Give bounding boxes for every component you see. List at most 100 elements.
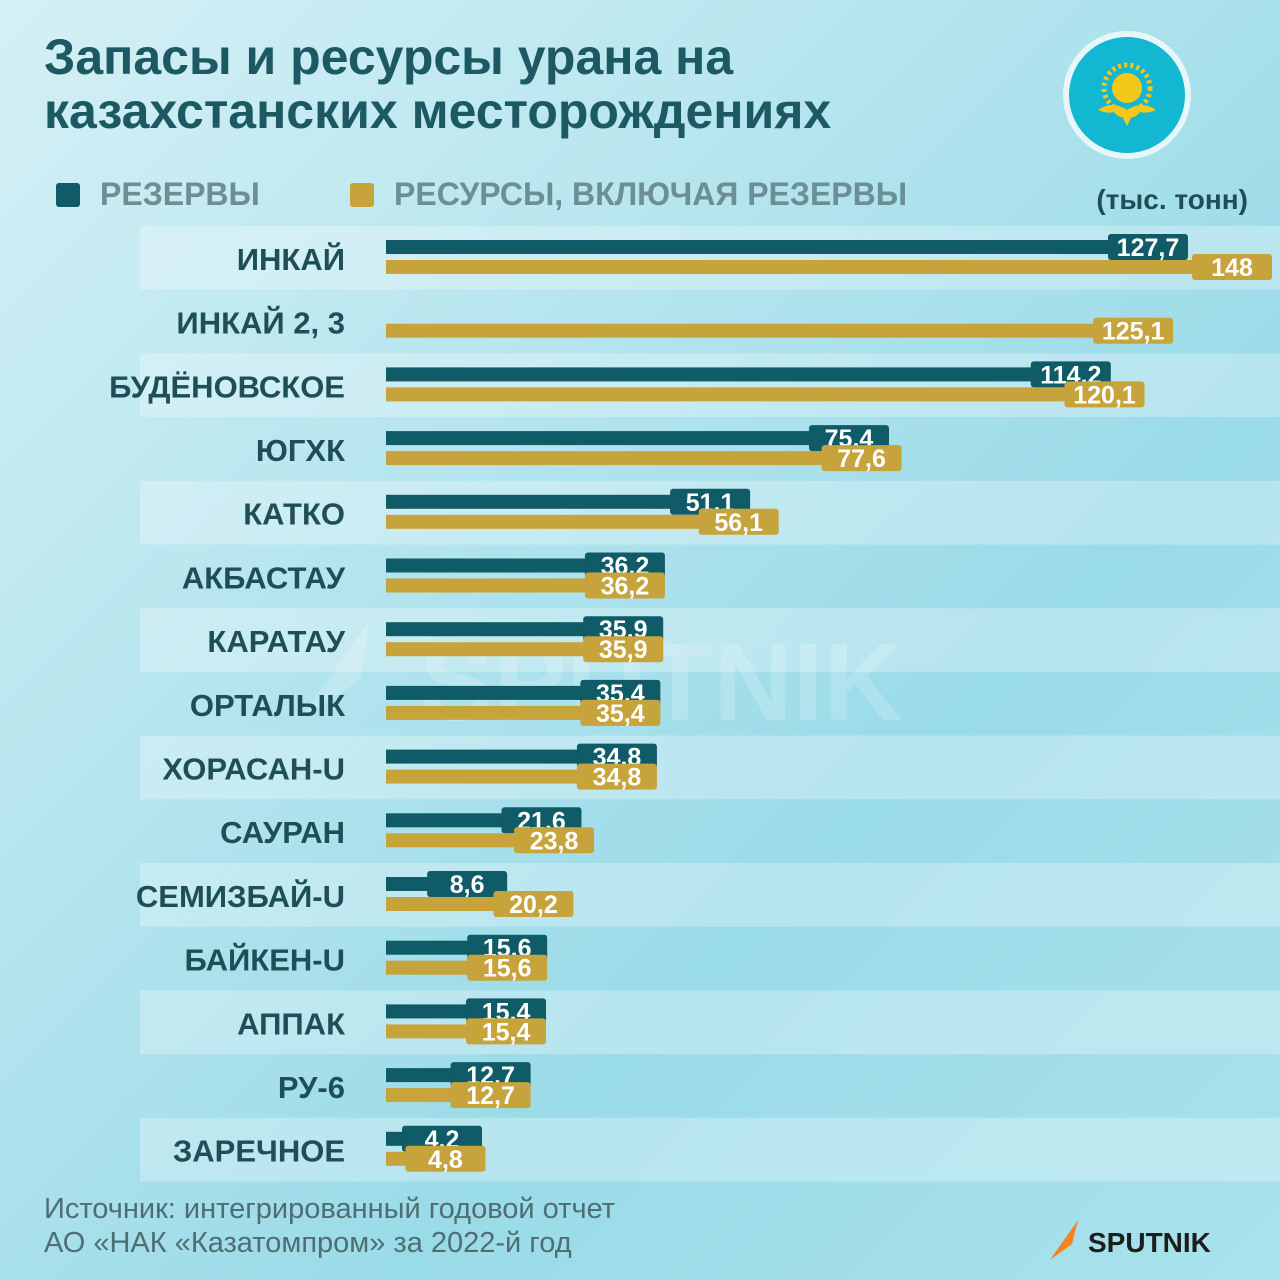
reserves-bar — [386, 1068, 459, 1083]
source-line-2: АО «НАК «Казатомпром» за 2022-й год — [44, 1227, 572, 1259]
row-stripe — [140, 226, 1280, 290]
source-note: Источник: интегрированный годовой отчет … — [44, 1192, 615, 1260]
resources-bar — [386, 578, 593, 593]
row-stripe — [140, 863, 1280, 927]
title-line-1: Запасы и ресурсы урана на — [44, 29, 734, 85]
reserves-value-box — [583, 616, 664, 643]
reserves-bar — [386, 877, 436, 891]
resources-value-label: 34,8 — [593, 764, 642, 792]
reserves-bar — [386, 558, 593, 573]
resources-value-label: 125,1 — [1102, 318, 1165, 346]
resources-value-label: 77,6 — [837, 445, 886, 473]
reserves-value-box — [809, 425, 890, 452]
category-label: АКБАСТАУ — [182, 560, 346, 595]
reserves-value-box — [467, 934, 548, 961]
category-label: ХОРАСАН-U — [162, 751, 345, 786]
resources-value-label: 15,4 — [482, 1018, 531, 1046]
resources-value-label: 15,6 — [483, 955, 532, 983]
category-label: ЗАРЕЧНОЕ — [173, 1134, 345, 1169]
resources-value-label: 35,4 — [596, 700, 645, 728]
category-label: КАТКО — [243, 497, 345, 532]
reserves-value-box — [501, 807, 582, 834]
row-stripe — [140, 608, 1280, 672]
resources-value-box — [466, 1018, 547, 1045]
resources-value-label: 36,2 — [601, 573, 650, 601]
resources-value-box — [580, 699, 661, 726]
legend-resources-swatch — [350, 182, 374, 207]
reserves-value-box — [466, 998, 547, 1025]
reserves-value-box — [584, 552, 665, 579]
resources-bar — [386, 387, 1073, 402]
sputnik-logo: SPUTNIK — [1050, 1220, 1211, 1260]
reserves-bar — [386, 749, 585, 764]
reserves-bar — [386, 940, 476, 955]
resources-bar — [386, 451, 830, 466]
resources-value-box — [493, 891, 574, 917]
resources-value-box — [467, 954, 548, 981]
category-label: КАРАТАУ — [207, 624, 345, 659]
resources-value-box — [698, 508, 779, 535]
category-label: ИНКАЙ 2, 3 — [176, 305, 345, 341]
resources-value-box — [576, 763, 657, 790]
resources-bar — [386, 642, 592, 657]
unit-label: (тыс. тонн) — [1096, 184, 1248, 215]
resources-value-label: 20,2 — [509, 891, 558, 919]
resources-value-label: 120,1 — [1073, 381, 1136, 409]
resources-bar — [386, 897, 502, 911]
row-stripe — [140, 735, 1280, 800]
reserves-value-box — [1107, 234, 1188, 260]
sputnik-logo-icon — [1050, 1220, 1078, 1260]
resources-value-box — [583, 636, 664, 663]
category-label: БУДЁНОВСКОЕ — [109, 369, 345, 404]
sun-icon — [1101, 62, 1153, 114]
chart-title: Запасы и ресурсы урана на казахстанских … — [44, 30, 1044, 138]
resources-value-label: 148 — [1211, 254, 1253, 282]
legend-resources-label: РЕСУРСЫ, ВКЛЮЧАЯ РЕЗЕРВЫ — [394, 176, 908, 212]
category-label: РУ-6 — [278, 1070, 345, 1105]
resources-value-box — [514, 827, 595, 854]
resources-bar — [386, 833, 523, 848]
reserves-value-box — [450, 1062, 531, 1089]
resources-value-box — [405, 1145, 486, 1172]
source-line-1: Источник: интегрированный годовой отчет — [44, 1193, 615, 1225]
resources-bar — [386, 960, 476, 975]
reserves-bar — [386, 1004, 475, 1019]
legend-resources: РЕСУРСЫ, ВКЛЮЧАЯ РЕЗЕРВЫ — [350, 176, 907, 213]
reserves-value-label: 8,6 — [450, 871, 485, 899]
category-label: САУРАН — [220, 815, 345, 850]
reserves-bar — [386, 813, 510, 828]
resources-bar — [386, 323, 1102, 338]
reserves-bar — [386, 367, 1039, 382]
resources-bar — [386, 260, 1232, 274]
category-label: ОРТАЛЫК — [190, 688, 345, 723]
reserves-bar — [386, 622, 592, 637]
reserves-value-box — [576, 743, 657, 770]
reserves-value-box — [402, 1125, 483, 1152]
category-label: АППАК — [237, 1006, 345, 1041]
reserves-value-box — [427, 871, 508, 897]
reserves-value-box — [670, 488, 751, 515]
resources-value-box — [821, 445, 902, 472]
reserves-value-box — [1030, 361, 1111, 388]
category-label: ЮГХК — [256, 433, 345, 468]
reserves-bar — [386, 494, 679, 509]
resources-value-label: 56,1 — [714, 509, 763, 537]
resources-value-label: 23,8 — [530, 827, 579, 855]
category-label: БАЙКЕН-U — [185, 942, 345, 978]
resources-value-box — [450, 1082, 531, 1109]
resources-value-box — [1093, 317, 1174, 344]
kazakhstan-emblem — [1063, 31, 1191, 159]
resources-value-label: 4,8 — [428, 1146, 463, 1174]
resources-bar — [386, 1088, 459, 1103]
title-line-2: казахстанских месторождениях — [44, 83, 832, 139]
resources-bar — [386, 1024, 475, 1039]
reserves-bar — [386, 240, 1116, 254]
legend-reserves-label: РЕЗЕРВЫ — [100, 176, 260, 212]
reserves-bar — [386, 431, 818, 446]
resources-bar — [386, 514, 707, 529]
eagle-icon — [1098, 105, 1156, 126]
resources-value-label: 35,9 — [599, 636, 648, 664]
reserves-value-label: 127,7 — [1117, 234, 1180, 262]
resources-value-box — [1064, 381, 1145, 408]
